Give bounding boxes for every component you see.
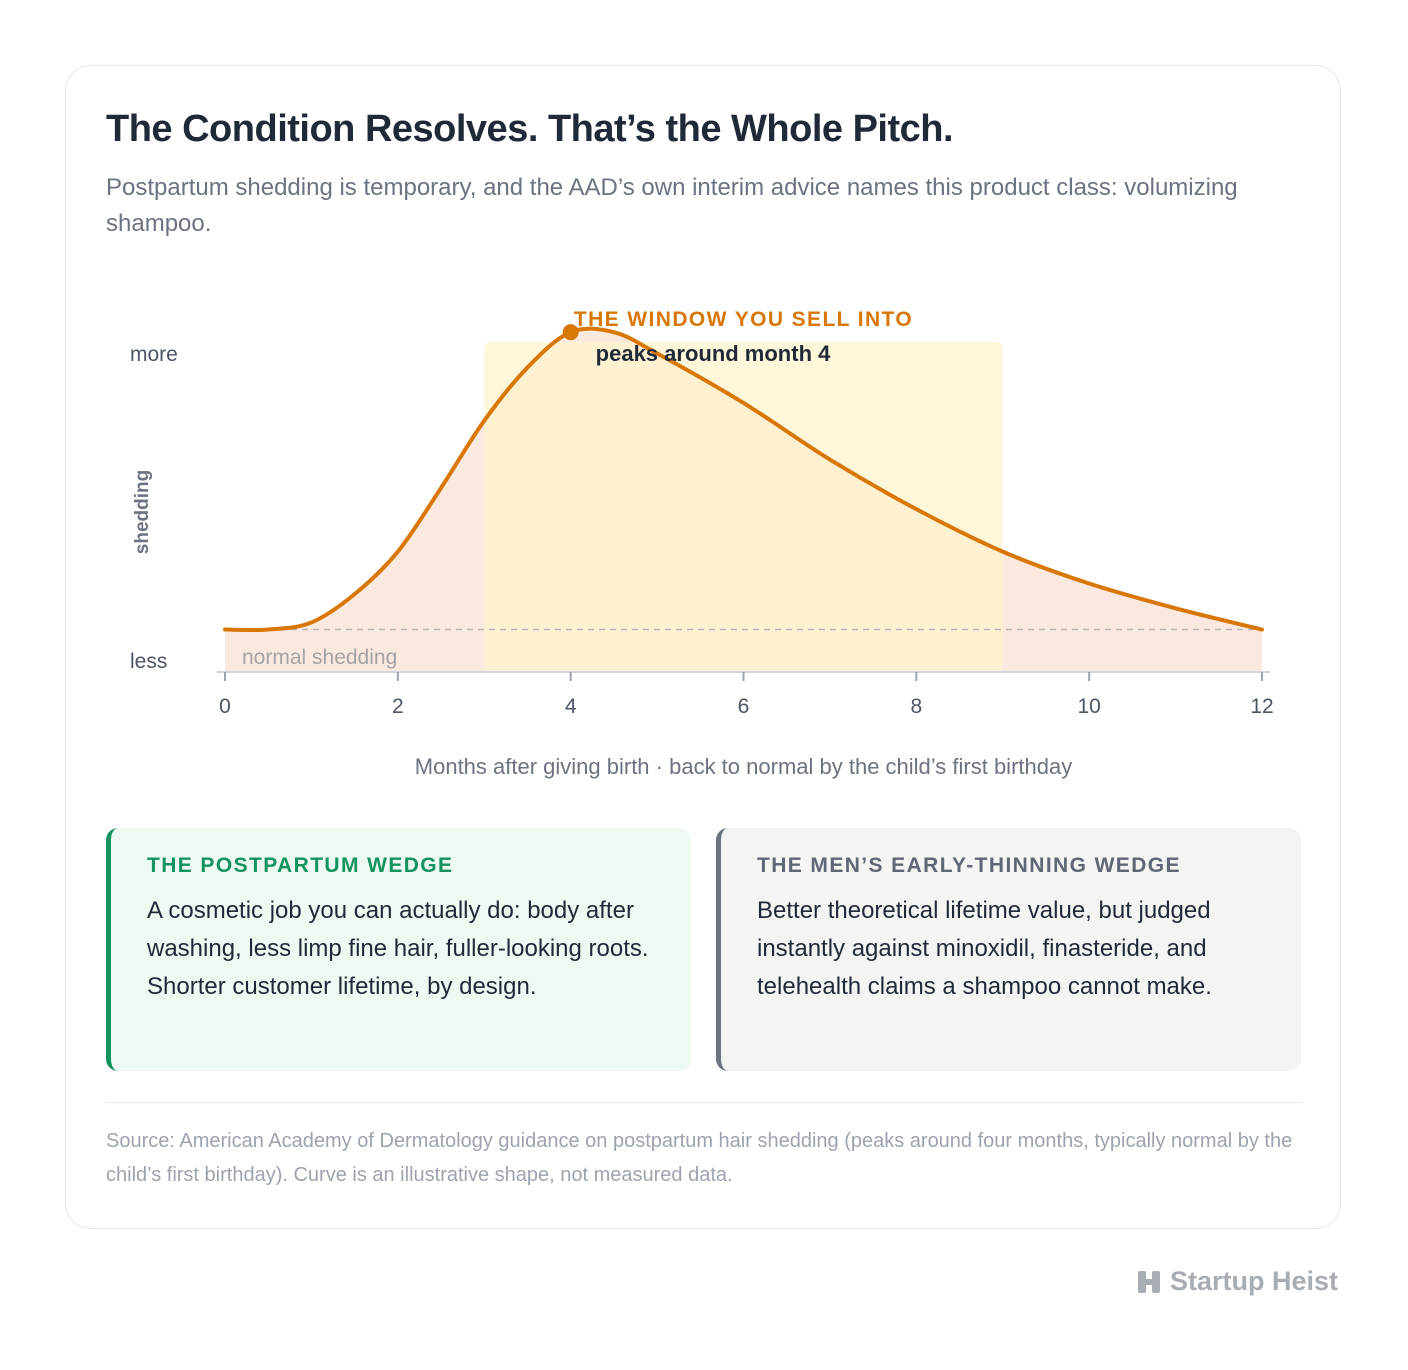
- mens-wedge-card: THE MEN’S EARLY-THINNING WEDGE Better th…: [716, 828, 1301, 1071]
- y-axis-label: shedding: [132, 470, 153, 554]
- x-tick-label-6: 12: [1250, 695, 1273, 718]
- x-tick-label-1: 2: [392, 695, 404, 718]
- shedding-curve: [223, 326, 1264, 633]
- peak-marker: [562, 324, 579, 341]
- brand-name: Startup Heist: [1169, 1266, 1338, 1296]
- building-logo-icon: [1137, 1270, 1160, 1293]
- normal-shedding-label: normal shedding: [242, 646, 397, 669]
- page-subtitle: Postpartum shedding is temporary, and th…: [106, 174, 1238, 237]
- x-axis-caption: Months after giving birth · back to norm…: [414, 754, 1073, 779]
- x-tick-label-2: 4: [565, 695, 577, 718]
- postpartum-wedge-title: THE POSTPARTUM WEDGE: [147, 854, 454, 877]
- footer-divider: [106, 1102, 1302, 1103]
- y-tick-less: less: [130, 650, 167, 673]
- x-tick-label-4: 8: [910, 695, 922, 718]
- sell-window-highlight: [484, 342, 1003, 672]
- mens-wedge-body: Better theoretical lifetime value, but j…: [757, 897, 1212, 1000]
- postpartum-wedge-card: THE POSTPARTUM WEDGE A cosmetic job you …: [106, 828, 691, 1071]
- postpartum-wedge-body: A cosmetic job you can actually do: body…: [147, 897, 649, 1000]
- sell-window-label: THE WINDOW YOU SELL INTO: [574, 308, 913, 331]
- source-note: Source: American Academy of Dermatology …: [106, 1130, 1293, 1186]
- y-tick-more: more: [130, 343, 178, 366]
- brand-logo: Startup Heist: [1136, 1266, 1338, 1297]
- x-tick-label-5: 10: [1077, 695, 1100, 718]
- peak-label: peaks around month 4: [596, 341, 831, 366]
- page-title: The Condition Resolves. That’s the Whole…: [106, 108, 954, 150]
- mens-wedge-title: THE MEN’S EARLY-THINNING WEDGE: [757, 854, 1181, 877]
- shedding-chart: THE WINDOW YOU SELL INTO normal shedding 0…: [130, 308, 1274, 718]
- x-tick-label-3: 6: [738, 695, 750, 718]
- x-tick-label-0: 0: [219, 695, 231, 718]
